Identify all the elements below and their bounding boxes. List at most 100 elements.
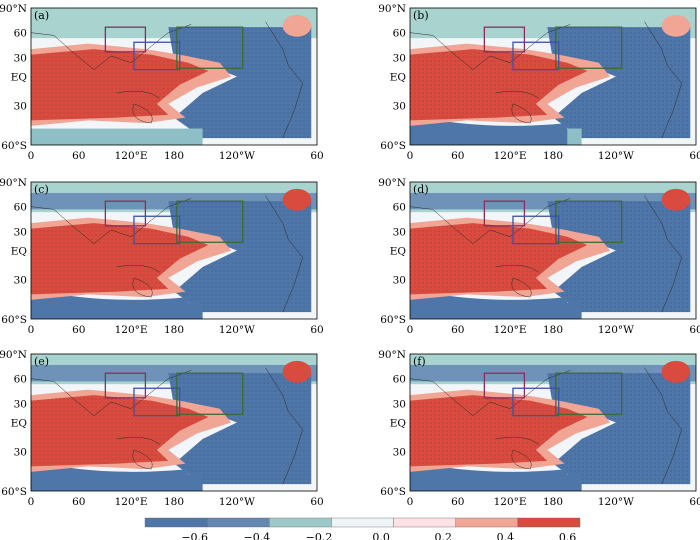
- lon-tick-label: 0: [407, 324, 414, 336]
- lon-tick-label: 0: [28, 150, 35, 162]
- panel-label: (f): [413, 355, 426, 368]
- blue-box: [512, 387, 560, 417]
- colorbar-swatch: [331, 517, 394, 528]
- lon-tick-label: 60: [72, 324, 85, 336]
- lat-tick-label: 90°N: [0, 3, 27, 15]
- green-box: [176, 26, 244, 69]
- lat-tick-label: 30: [14, 52, 27, 64]
- colorbar-swatch: [393, 517, 456, 528]
- lon-tick-label: 120°W: [219, 496, 255, 508]
- lon-tick-label: 0: [28, 324, 35, 336]
- lon-tick-label: 120°W: [598, 150, 634, 162]
- green-box: [555, 372, 623, 415]
- panel-label: (c): [34, 183, 49, 196]
- blue-box: [133, 41, 181, 71]
- lat-tick-label: 60: [14, 202, 27, 214]
- coastlines: [410, 21, 682, 139]
- lon-tick-label: 60: [310, 496, 323, 508]
- lon-tick-label: 60: [451, 496, 464, 508]
- coastlines: [410, 367, 682, 485]
- colorbar-tick-label: 0.2: [435, 531, 453, 540]
- lon-tick-label: 60: [689, 150, 700, 162]
- lat-tick-label: 60°S: [1, 140, 27, 152]
- lat-tick-label: 30: [393, 226, 406, 238]
- lat-tick-label: 30: [393, 274, 406, 286]
- lat-tick-label: 30: [14, 226, 27, 238]
- lat-tick-label: 60°S: [380, 140, 406, 152]
- coastlines: [31, 21, 303, 139]
- lat-tick-label: 60: [393, 202, 406, 214]
- panel-label: (a): [34, 9, 49, 22]
- lat-tick-label: 90°N: [0, 349, 27, 361]
- purple-box: [104, 372, 147, 399]
- coastlines: [410, 195, 682, 313]
- lon-tick-label: 120°W: [598, 324, 634, 336]
- lon-tick-label: 120°W: [219, 150, 255, 162]
- lat-tick-label: 60°S: [1, 486, 27, 498]
- purple-box: [483, 200, 526, 227]
- panel-frame: [30, 7, 318, 146]
- lon-tick-label: 60: [310, 324, 323, 336]
- lat-tick-label: EQ: [390, 246, 407, 258]
- lon-tick-label: 180: [543, 496, 563, 508]
- lat-tick-label: 30: [393, 100, 406, 112]
- colorbar-swatch: [206, 517, 270, 528]
- green-box: [176, 200, 244, 243]
- blue-box: [133, 215, 181, 245]
- lat-tick-label: EQ: [390, 72, 407, 84]
- panel-label: (e): [34, 355, 49, 368]
- lon-tick-label: 60: [310, 150, 323, 162]
- lat-tick-label: 60°S: [380, 314, 406, 326]
- lat-tick-label: 30: [14, 274, 27, 286]
- lon-tick-label: 0: [28, 496, 35, 508]
- lat-tick-label: 90°N: [378, 3, 406, 15]
- lat-tick-label: 60°S: [380, 486, 406, 498]
- purple-box: [104, 26, 147, 53]
- lon-tick-label: 0: [407, 150, 414, 162]
- panel-frame: [409, 353, 697, 492]
- lat-tick-label: 90°N: [0, 177, 27, 189]
- panel-frame: [30, 181, 318, 320]
- colorbar-tick-label: 0.4: [497, 531, 515, 540]
- colorbar-tick-label: 0.6: [559, 531, 577, 540]
- map-panel-e: (e) 90°N 60 30 EQ 30 60°S0 60 120°E 180 120°W 60: [0, 349, 324, 508]
- lon-tick-label: 120°E: [115, 324, 148, 336]
- lat-tick-label: 60: [14, 374, 27, 386]
- blue-box: [512, 41, 560, 71]
- coastlines: [31, 195, 303, 313]
- coastlines: [31, 367, 303, 485]
- lat-tick-label: 60: [14, 28, 27, 40]
- colorbar-tick-label: 0.0: [372, 531, 390, 540]
- lon-tick-label: 60: [451, 324, 464, 336]
- lat-tick-label: EQ: [11, 418, 28, 430]
- panel-frame: [409, 181, 697, 320]
- lon-tick-label: 60: [72, 150, 85, 162]
- green-box: [555, 200, 623, 243]
- green-box: [555, 26, 623, 69]
- lon-tick-label: 120°W: [219, 324, 255, 336]
- lat-tick-label: 60°S: [1, 314, 27, 326]
- lon-tick-label: 180: [164, 496, 184, 508]
- lon-tick-label: 120°E: [494, 496, 527, 508]
- purple-box: [104, 200, 147, 227]
- colorbar-swatch: [517, 517, 581, 528]
- lon-tick-label: 120°E: [494, 324, 527, 336]
- lon-tick-label: 60: [689, 324, 700, 336]
- colorbar-swatch: [144, 517, 208, 528]
- lat-tick-label: 60: [393, 28, 406, 40]
- panel-frame: [30, 353, 318, 492]
- lon-tick-label: 120°W: [598, 496, 634, 508]
- lon-tick-label: 180: [543, 150, 563, 162]
- lat-tick-label: 30: [393, 398, 406, 410]
- colorbar: −0.6 −0.4 −0.2 0.0 0.2 0.4 0.6: [144, 517, 581, 540]
- lon-tick-label: 120°E: [115, 496, 148, 508]
- lon-tick-label: 120°E: [494, 150, 527, 162]
- lon-tick-label: 60: [451, 150, 464, 162]
- purple-box: [483, 372, 526, 399]
- green-box: [176, 372, 244, 415]
- lon-tick-label: 180: [164, 324, 184, 336]
- colorbar-tick-label: −0.6: [181, 531, 208, 540]
- map-panel-f: (f) 90°N 60 30 EQ 30 60°S0 60 120°E 180 120°W 60: [378, 349, 700, 508]
- lon-tick-label: 180: [543, 324, 563, 336]
